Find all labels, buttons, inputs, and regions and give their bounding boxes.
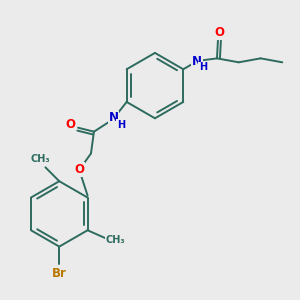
Text: Br: Br: [52, 267, 67, 280]
Text: H: H: [199, 62, 207, 72]
Text: O: O: [65, 118, 75, 131]
Text: O: O: [74, 163, 84, 176]
Text: CH₃: CH₃: [106, 235, 125, 245]
Text: N: N: [109, 111, 119, 124]
Text: H: H: [117, 120, 125, 130]
Text: N: N: [192, 55, 202, 68]
Text: O: O: [214, 26, 224, 39]
Text: CH₃: CH₃: [31, 154, 50, 164]
